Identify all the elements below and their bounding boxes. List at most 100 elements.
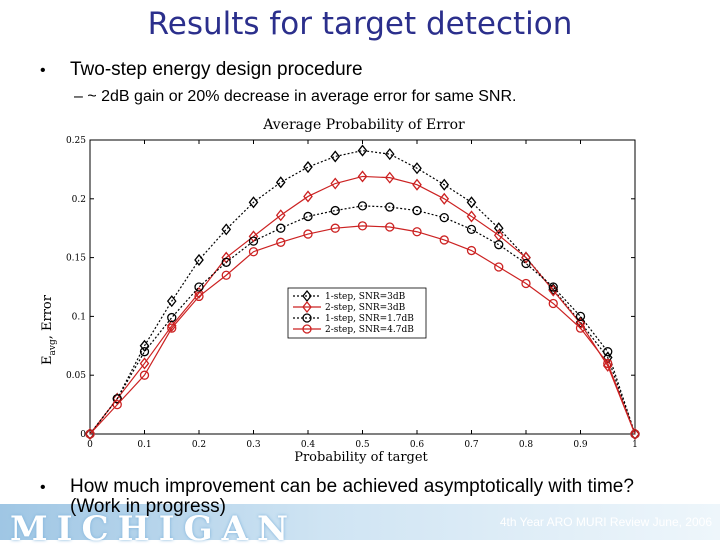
data-point	[439, 192, 450, 205]
data-point	[630, 427, 640, 441]
data-point	[275, 176, 286, 189]
legend-marker	[302, 313, 312, 323]
footer-note: 4th Year ARO MURI Review June, 2006	[499, 515, 712, 529]
data-point	[357, 170, 368, 183]
data-point	[521, 251, 531, 264]
data-point	[494, 240, 504, 250]
data-point	[603, 358, 613, 369]
data-point	[112, 399, 122, 410]
x-tick-label: 0.3	[246, 440, 261, 450]
data-point	[303, 190, 313, 203]
data-point	[466, 224, 477, 235]
data-point	[194, 253, 204, 266]
data-point	[221, 257, 231, 267]
data-point	[276, 237, 286, 247]
y-axis-label-sub: avg	[48, 339, 58, 355]
data-point	[466, 245, 477, 256]
y-axis-label: Eavg, Error	[40, 294, 58, 365]
data-point	[85, 427, 95, 441]
data-point	[412, 178, 422, 191]
x-axis-label: Probability of target	[294, 450, 428, 465]
series-line	[89, 175, 636, 435]
y-tick-label: 0.2	[72, 195, 86, 205]
data-point	[139, 347, 150, 357]
x-tick-label: 0.2	[192, 440, 206, 450]
data-point	[248, 247, 259, 257]
data-point	[521, 258, 531, 269]
data-point	[166, 295, 177, 308]
data-point	[330, 205, 340, 216]
data-point	[439, 212, 449, 223]
slide-title: Results for target detection	[147, 6, 573, 42]
data-point	[384, 148, 395, 161]
tick-labels: 0 0.1 0.2 0.3 0.4 0.5 0.6 0.7 0.8 0.9 1 0 0.05 0.1 0.1…	[66, 136, 638, 450]
data-point	[548, 284, 559, 297]
data-point	[548, 282, 558, 292]
y-axis-label-main: E	[40, 355, 55, 365]
legend-entry: 1-step, SNR=3dB	[325, 292, 406, 302]
data-point	[412, 205, 422, 216]
y-tick-label: 0.05	[66, 371, 86, 381]
bullet-work-in-progress: (Work in progress)	[70, 496, 226, 517]
data-point	[330, 223, 340, 233]
data-point	[139, 339, 150, 352]
legend-entry: 2-step, SNR=3dB	[325, 303, 406, 313]
data-point	[276, 223, 286, 233]
axes	[89, 139, 636, 435]
series-lines	[85, 144, 640, 441]
legend-marker	[302, 300, 312, 314]
data-point	[248, 236, 259, 246]
data-point	[167, 323, 177, 333]
data-point	[139, 370, 150, 380]
data-point	[85, 429, 95, 439]
x-tick-label: 0.4	[301, 440, 316, 450]
data-point	[548, 298, 558, 309]
x-tick-label: 0.1	[137, 440, 151, 450]
data-point	[357, 144, 368, 157]
y-tick-label: 0.1	[72, 312, 86, 322]
bullet-improvement: How much improvement can be achieved asy…	[70, 476, 634, 497]
data-point	[275, 209, 286, 222]
x-tick-label: 0.8	[519, 440, 534, 450]
y-tick-label: 0.15	[66, 254, 86, 264]
data-point	[603, 347, 613, 357]
y-tick-label: 0	[80, 430, 86, 440]
data-point	[439, 178, 450, 191]
data-point	[466, 196, 477, 209]
data-point	[575, 311, 586, 322]
data-point	[194, 291, 204, 302]
data-point	[248, 196, 259, 209]
series-line	[89, 149, 636, 435]
bullet-dot: •	[40, 479, 46, 496]
data-point	[303, 161, 313, 174]
data-point	[330, 177, 341, 190]
data-point	[139, 357, 150, 370]
data-point	[221, 223, 232, 236]
data-point	[194, 286, 204, 299]
data-point	[385, 222, 395, 232]
series-4	[85, 221, 640, 439]
bullet-energy-design: Two-step energy design procedure	[70, 59, 363, 80]
data-point	[357, 221, 368, 231]
data-point	[330, 150, 341, 163]
data-point	[303, 229, 313, 239]
x-tick-label: 1	[632, 440, 638, 450]
data-point	[385, 202, 395, 212]
data-point	[494, 262, 504, 272]
bullet-dot: •	[40, 62, 46, 79]
legend-marker	[302, 324, 312, 334]
data-point	[194, 282, 204, 292]
series-line	[89, 225, 636, 435]
x-tick-label: 0.6	[410, 440, 425, 450]
series-line	[89, 205, 636, 435]
data-point	[112, 394, 122, 404]
data-point	[630, 429, 640, 439]
chart-title: Average Probability of Error	[262, 117, 465, 133]
data-point	[412, 227, 422, 237]
data-point	[221, 270, 231, 280]
footer-band	[0, 504, 720, 540]
sub-bullet-gain: – ~ 2dB gain or 20% decrease in average …	[74, 88, 517, 105]
x-tick-label: 0.9	[573, 440, 588, 450]
data-point	[248, 230, 259, 243]
